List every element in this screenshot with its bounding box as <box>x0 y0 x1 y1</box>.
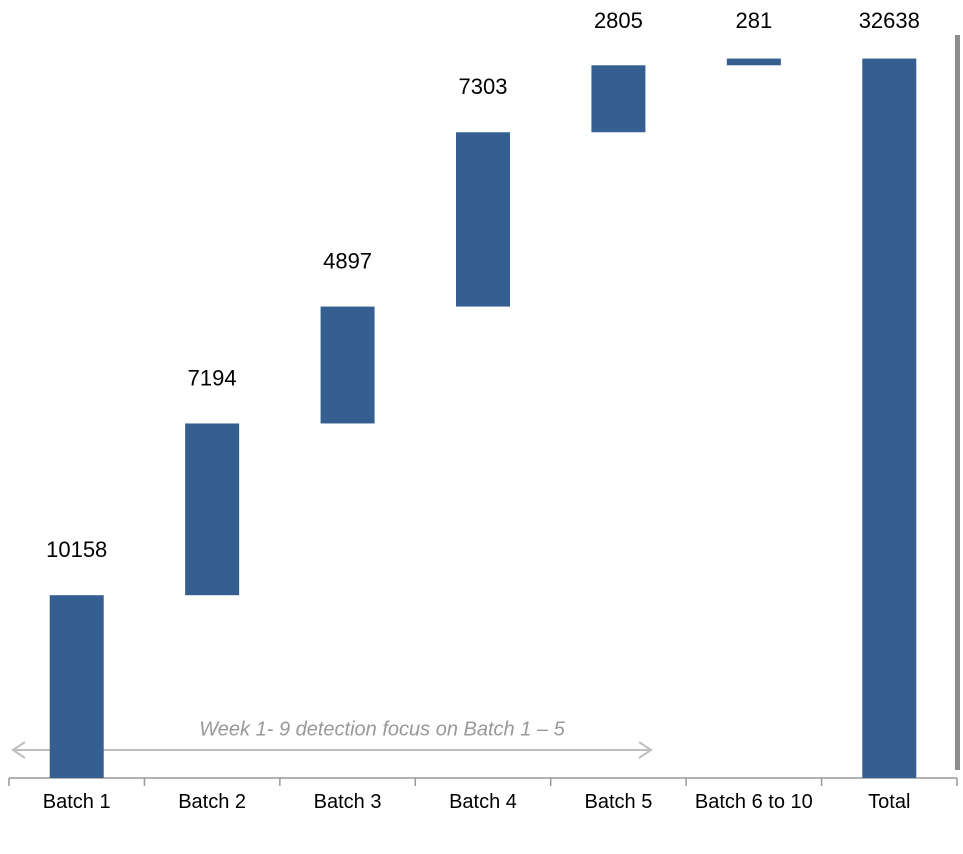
x-tick-label: Batch 2 <box>178 791 247 813</box>
value-label: 32638 <box>859 8 920 33</box>
x-tick-label: Total <box>868 791 911 813</box>
value-label: 4897 <box>323 248 372 273</box>
x-tick-label-text: Batch 5 <box>584 791 653 813</box>
x-tick-label: Batch 3 <box>313 791 382 813</box>
x-tick-label: Batch 4 <box>449 791 517 813</box>
bar <box>320 306 375 424</box>
x-tick-label-text: Batch 6 to 10 <box>694 791 813 813</box>
x-tick-label-text: Total <box>868 791 911 813</box>
right-border <box>955 35 960 770</box>
annotation: Week 1- 9 detection focus on Batch 1 – 5 <box>199 718 565 740</box>
value-label: 10158 <box>46 537 107 562</box>
x-tick-label: Batch 1 <box>42 791 111 813</box>
x-tick-label-text: Batch 3 <box>313 791 382 813</box>
value-label: 281 <box>735 8 772 33</box>
x-tick-label-text: Batch 1 <box>42 791 111 813</box>
x-tick-label-text: Batch 2 <box>178 791 247 813</box>
annotation-arrow <box>11 741 653 759</box>
bar <box>185 423 240 596</box>
bar <box>726 58 781 66</box>
x-tick-label: Batch 6 to 10 <box>694 791 813 813</box>
bar <box>591 65 646 133</box>
bar <box>862 58 917 778</box>
value-label: 7303 <box>459 74 508 99</box>
value-label: 7194 <box>188 365 237 390</box>
bar <box>49 595 104 778</box>
value-label: 2805 <box>594 8 643 33</box>
bar <box>456 132 510 307</box>
x-tick-label: Batch 5 <box>584 791 653 813</box>
x-tick-label-text: Batch 4 <box>449 791 517 813</box>
